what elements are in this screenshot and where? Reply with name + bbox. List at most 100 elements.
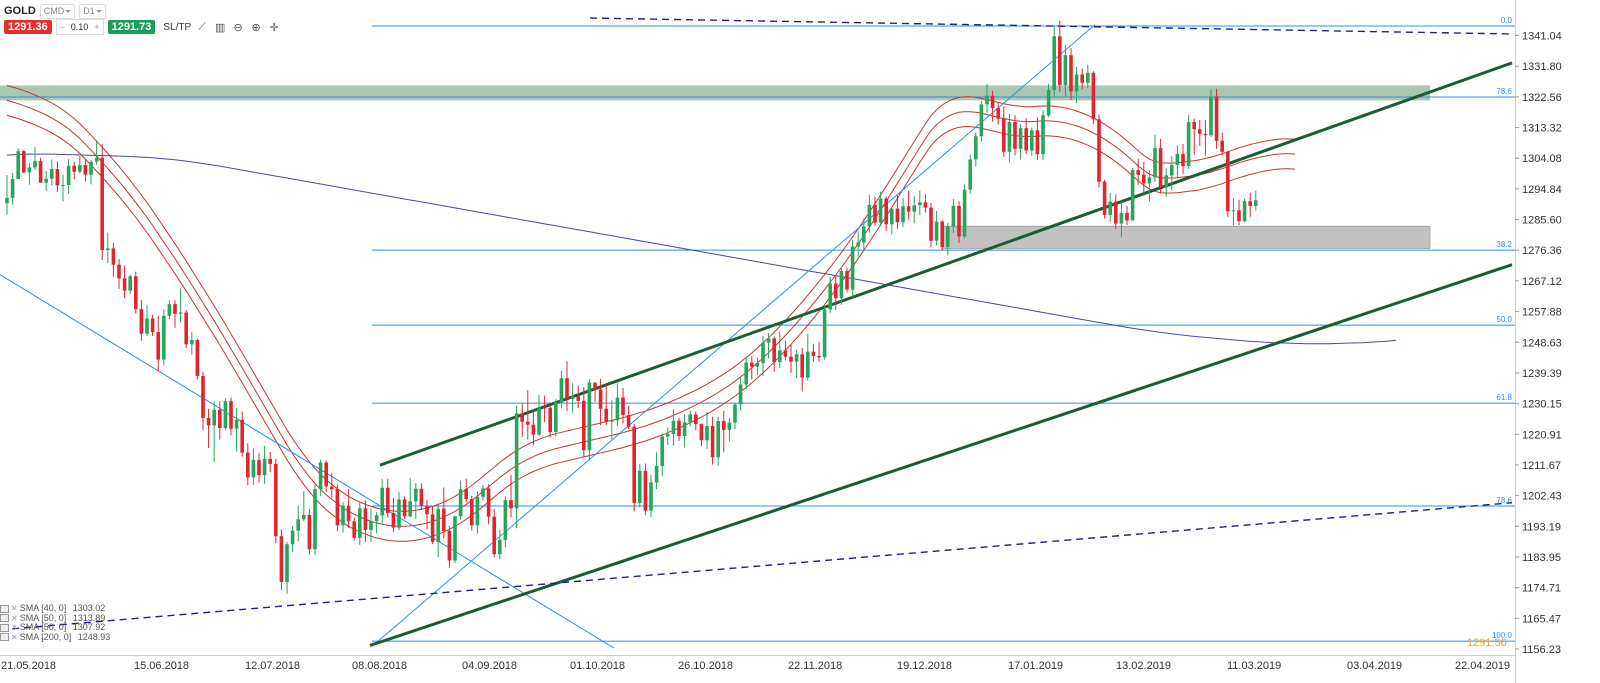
candle bbox=[262, 445, 267, 484]
candle-body bbox=[923, 202, 928, 208]
close-icon[interactable]: ✕ bbox=[11, 613, 18, 623]
candle-body bbox=[139, 309, 144, 334]
candle bbox=[570, 383, 575, 413]
candle bbox=[565, 361, 569, 412]
candle bbox=[1069, 48, 1073, 101]
candle-body bbox=[778, 350, 782, 362]
candle-body bbox=[582, 400, 586, 451]
candle-body bbox=[727, 422, 732, 431]
sell-button[interactable]: 1291.36 bbox=[4, 20, 52, 34]
candle bbox=[761, 335, 765, 376]
candle-body bbox=[710, 426, 715, 458]
candle bbox=[1198, 119, 1202, 146]
candle-body bbox=[307, 514, 312, 550]
candle-body bbox=[313, 489, 317, 550]
candle-body bbox=[1024, 128, 1028, 151]
candle-body bbox=[817, 355, 821, 358]
candle-body bbox=[498, 539, 502, 555]
sltp-button[interactable]: SL/TP bbox=[163, 21, 192, 33]
candle-body bbox=[201, 375, 205, 419]
zoom-in-icon[interactable]: ⊕ bbox=[251, 21, 261, 34]
close-icon[interactable]: ✕ bbox=[11, 604, 18, 613]
candle-body bbox=[117, 264, 121, 279]
candle-body bbox=[223, 401, 228, 429]
buy-button[interactable]: 1291.73 bbox=[107, 20, 156, 34]
candle-body bbox=[184, 312, 188, 345]
candle bbox=[1063, 44, 1068, 98]
candle bbox=[895, 195, 900, 229]
candle-body bbox=[100, 157, 104, 251]
candle bbox=[738, 376, 743, 411]
candle-body bbox=[1226, 151, 1230, 212]
legend-row[interactable]: ✕ SMA [40, 0] 1303.02 bbox=[0, 603, 110, 614]
candle bbox=[587, 379, 592, 460]
close-icon[interactable]: ✕ bbox=[11, 632, 18, 642]
candle-body bbox=[190, 340, 194, 345]
candle-body bbox=[638, 470, 642, 504]
candle bbox=[710, 416, 715, 465]
candle bbox=[419, 483, 424, 511]
candle-body bbox=[604, 408, 608, 422]
candle-body bbox=[626, 415, 631, 427]
candle bbox=[1002, 106, 1006, 157]
trade-toolbar: 1291.36 –0.10 + 1291.73 SL/TP ⟋ ▥ ⊖ ⊕ ✛ bbox=[0, 16, 281, 38]
zoom-out-icon[interactable]: ⊖ bbox=[233, 21, 243, 34]
candle bbox=[783, 340, 788, 361]
candle-body bbox=[1254, 200, 1258, 206]
candle-body bbox=[660, 436, 664, 466]
candle-body bbox=[750, 362, 754, 367]
y-tick-label: 1211.67 bbox=[1522, 460, 1561, 472]
indicator-settings-icon[interactable] bbox=[0, 623, 9, 632]
candle-body bbox=[587, 382, 592, 451]
indicator-settings-icon[interactable] bbox=[0, 604, 9, 613]
candle-body bbox=[134, 276, 138, 310]
candle bbox=[1248, 192, 1252, 217]
candle-body bbox=[610, 420, 614, 422]
legend-row[interactable]: ✕ SMA [50, 0] 1313.89 bbox=[0, 613, 110, 624]
legend-row[interactable]: ✕ SMA [200, 0] 1248.93 bbox=[0, 632, 110, 643]
candle bbox=[195, 338, 200, 380]
legend-row[interactable]: ✕ SMA [50, 0] 1307.92 bbox=[0, 622, 110, 633]
minus-icon[interactable]: – bbox=[59, 22, 65, 32]
x-tick-label: 08.08.2018 bbox=[352, 660, 407, 672]
candle-body bbox=[615, 397, 620, 421]
candle-body bbox=[386, 487, 390, 513]
candle-body bbox=[156, 332, 160, 360]
candle-body bbox=[531, 424, 536, 435]
candle bbox=[442, 487, 446, 539]
candle-type-icon[interactable]: ▥ bbox=[214, 21, 226, 34]
plus-icon[interactable]: + bbox=[94, 22, 100, 32]
crosshair-icon[interactable]: ✛ bbox=[269, 21, 279, 34]
candle-body bbox=[682, 422, 687, 436]
candle bbox=[190, 331, 194, 355]
sma-layer bbox=[6, 84, 1396, 542]
candle bbox=[363, 500, 368, 542]
candle bbox=[610, 400, 614, 440]
indicator-settings-icon[interactable] bbox=[0, 614, 9, 623]
candle-body bbox=[1035, 130, 1040, 155]
support-zone bbox=[941, 225, 1431, 249]
instrument-toolbar: GOLD CMD D1 bbox=[0, 0, 106, 22]
trendline-layer bbox=[0, 17, 1513, 649]
candle bbox=[906, 190, 911, 220]
candle-body bbox=[845, 270, 849, 290]
candle bbox=[962, 184, 967, 239]
candle bbox=[498, 529, 502, 560]
instrument-type-select[interactable]: CMD bbox=[39, 3, 76, 19]
volume-stepper[interactable]: –0.10 + bbox=[55, 19, 104, 35]
candle-body bbox=[621, 397, 625, 416]
candle bbox=[867, 194, 872, 233]
candle bbox=[1030, 127, 1034, 156]
candle bbox=[156, 315, 160, 371]
indicator-settings-icon[interactable] bbox=[0, 633, 9, 642]
candle-body bbox=[246, 452, 250, 478]
line-tool-icon[interactable]: ⟋ bbox=[198, 20, 206, 33]
candle bbox=[173, 300, 177, 328]
candle bbox=[1074, 66, 1079, 104]
close-icon[interactable]: ✕ bbox=[11, 623, 18, 632]
candle-body bbox=[464, 489, 468, 500]
timeframe-select[interactable]: D1 bbox=[79, 3, 106, 19]
candle-body bbox=[1074, 74, 1079, 92]
candle-body bbox=[1186, 121, 1191, 167]
